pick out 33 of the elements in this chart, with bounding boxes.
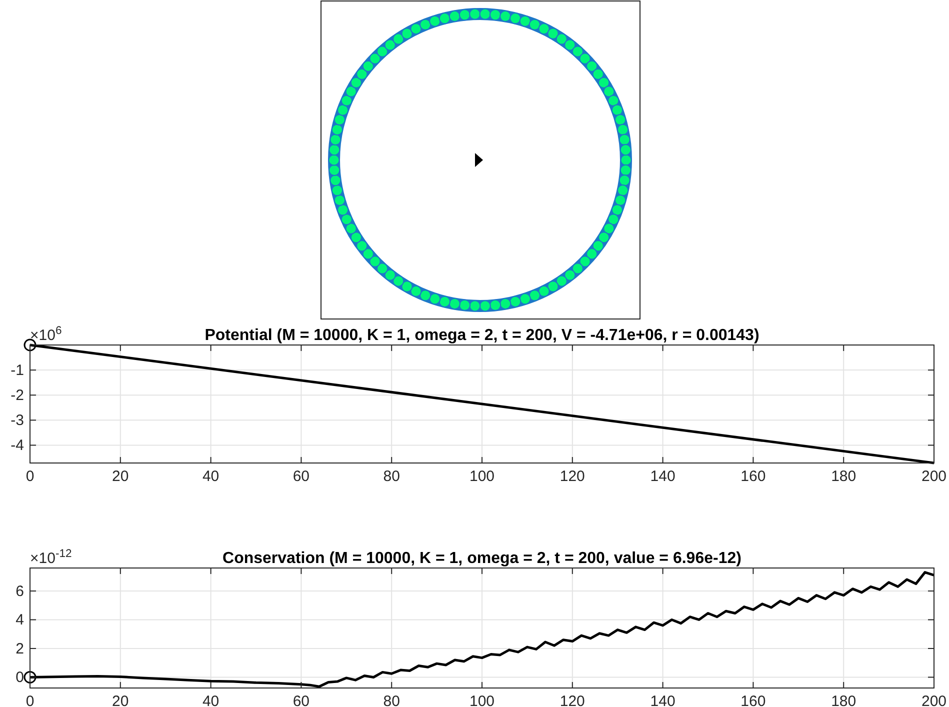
y-tick-label: -3 — [10, 412, 24, 430]
x-tick-label: 180 — [831, 693, 856, 707]
chart-title: Potential (M = 10000, K = 1, omega = 2, t = 200, V = -4.71e+06, r = 0.00143) — [204, 327, 760, 344]
x-tick-label: 140 — [650, 468, 676, 485]
x-tick-label: 140 — [650, 693, 676, 707]
y-tick-label: 0 — [16, 669, 24, 686]
text: ×10$^{-12}$ — [30, 548, 72, 567]
x-tick-label: 180 — [831, 468, 856, 485]
y-tick-label: 4 — [16, 612, 24, 629]
y-tick-label: 2 — [16, 640, 24, 658]
chart-title: Conservation (M = 10000, K = 1, omega = 2, t = 200, value = 6.96e-12) — [222, 550, 742, 567]
x-tick-label: 200 — [921, 693, 947, 707]
x-tick-label: 20 — [112, 468, 129, 485]
x-tick-label: 40 — [202, 693, 220, 707]
x-tick-label: 20 — [112, 693, 129, 707]
x-tick-label: 160 — [740, 468, 766, 485]
y-tick-label: -4 — [10, 437, 24, 454]
x-tick-label: 120 — [560, 468, 585, 485]
y-tick-label: -2 — [10, 387, 24, 404]
x-tick-label: 0 — [26, 693, 34, 707]
text: ×10$^{6}$ — [30, 325, 62, 344]
x-tick-label: 160 — [740, 693, 766, 707]
x-tick-label: 120 — [560, 693, 585, 707]
x-tick-label: 80 — [383, 468, 400, 485]
x-tick-label: 60 — [292, 693, 310, 707]
x-tick-label: 100 — [469, 468, 495, 485]
y-tick-label: 6 — [16, 582, 24, 600]
x-tick-label: 100 — [469, 693, 495, 707]
x-tick-label: 200 — [921, 468, 947, 485]
x-tick-label: 80 — [383, 693, 400, 707]
x-tick-label: 60 — [292, 468, 310, 485]
y-tick-label: -1 — [10, 362, 24, 380]
x-tick-label: 40 — [202, 468, 220, 485]
